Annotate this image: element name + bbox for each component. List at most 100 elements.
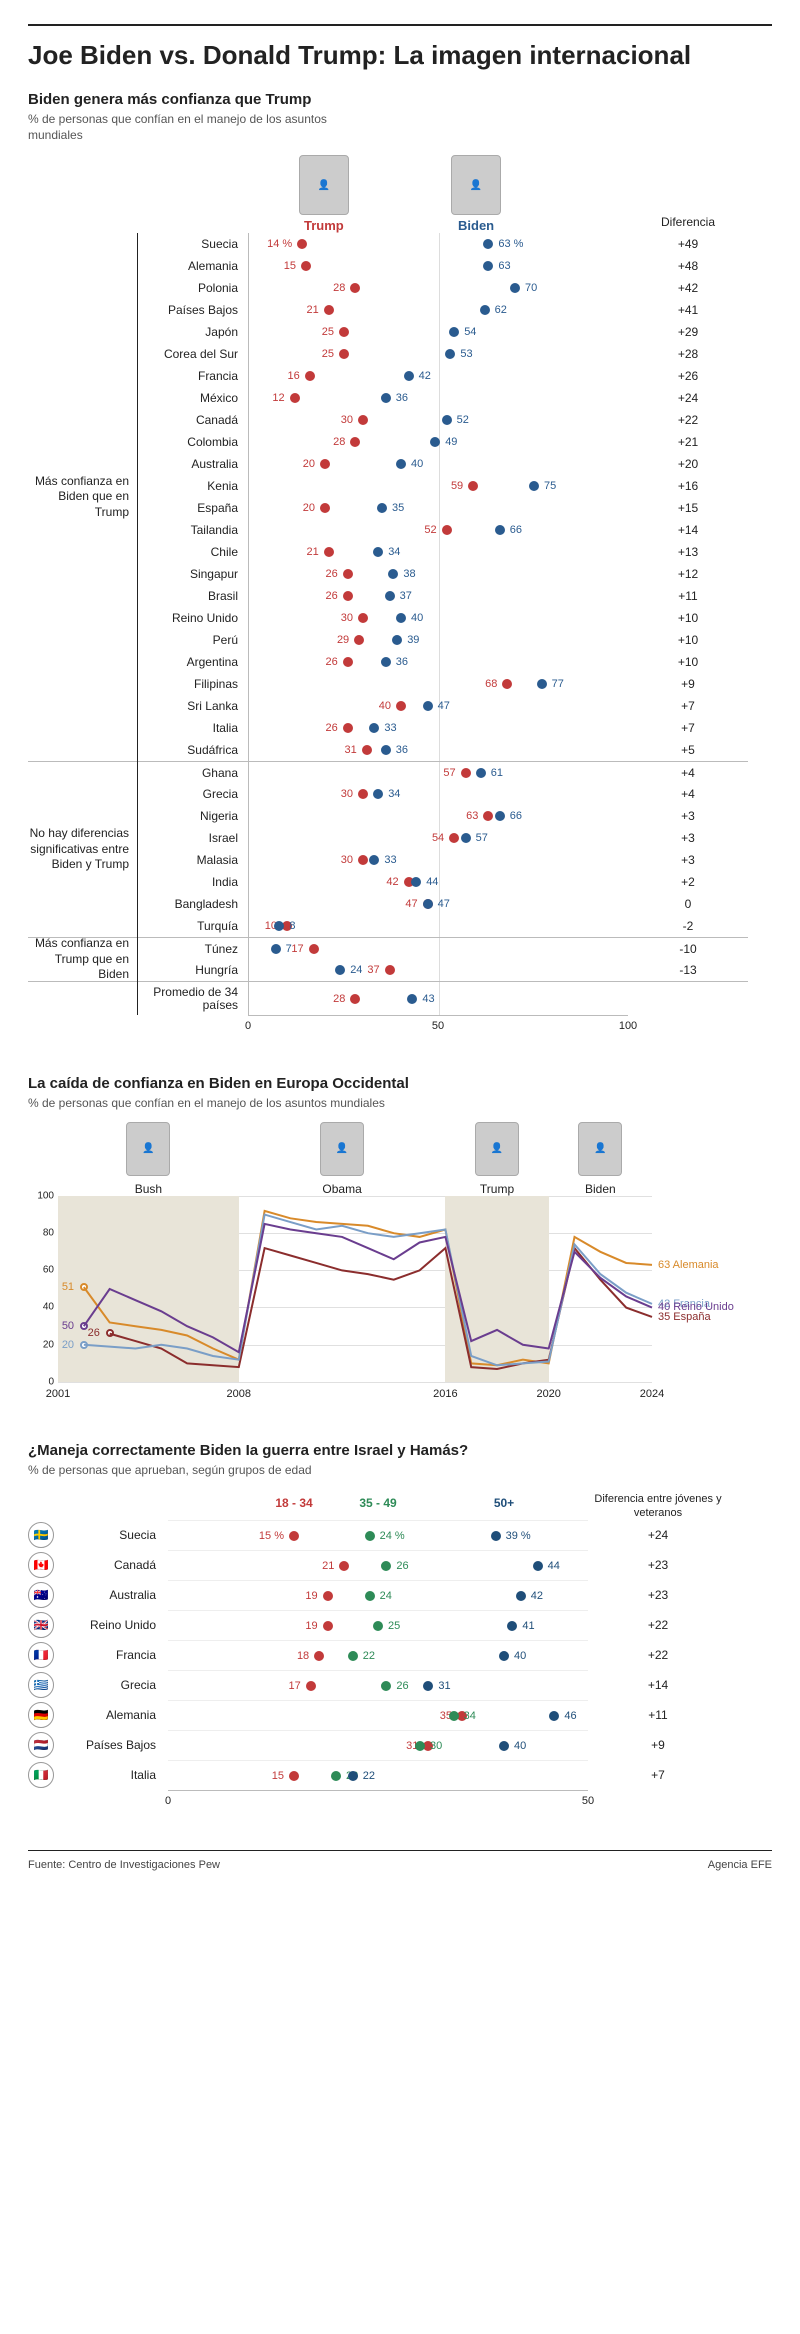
biden-value: 49: [445, 436, 457, 448]
dot-row: 1563: [249, 255, 628, 277]
diff-value: +3: [628, 849, 748, 871]
country-label: Reino Unido: [138, 607, 248, 629]
trump-value: 63: [466, 810, 478, 822]
diff-value: +7: [628, 695, 748, 717]
country-row: 🇸🇪Suecia15 %24 %39 %+24: [28, 1520, 772, 1550]
diff-value: +22: [628, 409, 748, 431]
trump-value: 52: [424, 524, 436, 536]
country-label: Suecia: [68, 1528, 168, 1542]
trump-value: 30: [341, 854, 353, 866]
age-mid-dot: [365, 1531, 375, 1541]
biden-value: 39: [407, 634, 419, 646]
trump-dot: [309, 944, 319, 954]
flag-icon: 🇬🇷: [28, 1672, 54, 1698]
dot-row: 3136: [249, 739, 628, 761]
country-row: 🇩🇪Alemania353446+11: [28, 1700, 772, 1730]
trump-value: 40: [379, 700, 391, 712]
age-young-value: 19: [305, 1620, 317, 1632]
diff-value: +49: [628, 233, 748, 255]
flag-icon: 🇬🇧: [28, 1612, 54, 1638]
age-mid-value: 22: [363, 1650, 375, 1662]
trump-value: 30: [341, 788, 353, 800]
series-line-france: [84, 1214, 652, 1365]
dot-row: 3052: [249, 409, 628, 431]
dot-row: 4747: [249, 893, 628, 915]
diff-value: +4: [628, 783, 748, 805]
age-old-dot: [533, 1561, 543, 1571]
country-label: Sudáfrica: [138, 739, 248, 761]
trump-value: 26: [326, 568, 338, 580]
country-label: Países Bajos: [68, 1738, 168, 1752]
diff-value: +23: [588, 1558, 728, 1572]
biden-dot: [423, 701, 433, 711]
biden-dot: [373, 547, 383, 557]
country-label: Italia: [138, 717, 248, 739]
country-label: Canadá: [68, 1558, 168, 1572]
biden-value: 36: [396, 392, 408, 404]
diff-value: +14: [628, 519, 748, 541]
biden-value: 8: [289, 920, 295, 932]
top-rule: [28, 24, 772, 26]
biden-dot: [271, 944, 281, 954]
diff-value: +22: [588, 1618, 728, 1632]
biden-value: 38: [403, 568, 415, 580]
trump-value: 25: [322, 326, 334, 338]
biden-dot: [449, 327, 459, 337]
trump-value: 31: [345, 744, 357, 756]
biden-dot: [385, 591, 395, 601]
chart3-title: ¿Maneja correctamente Biden Ia guerra en…: [28, 1442, 772, 1459]
flag-icon: 🇳🇱: [28, 1732, 54, 1758]
dot-row: 2040: [249, 453, 628, 475]
diff-value: +13: [628, 541, 748, 563]
age-group-label: 35 - 49: [359, 1496, 396, 1510]
biden-dot: [404, 371, 414, 381]
flag-icon: 🇮🇹: [28, 1762, 54, 1788]
age-young-dot: [289, 1771, 299, 1781]
diff-value: +16: [628, 475, 748, 497]
biden-value: 70: [525, 282, 537, 294]
biden-dot: [483, 239, 493, 249]
age-old-value: 31: [438, 1680, 450, 1692]
biden-value: 52: [457, 414, 469, 426]
biden-dot: [274, 921, 284, 931]
biden-value: 75: [544, 480, 556, 492]
country-label: Perú: [138, 629, 248, 651]
dot-row: 3040: [249, 607, 628, 629]
diff-value: +29: [628, 321, 748, 343]
diff-value: +11: [628, 585, 748, 607]
biden-dot: [407, 994, 417, 1004]
country-label: Promedio de 34 países: [138, 981, 248, 1015]
biden-dot: [445, 349, 455, 359]
age-mid-value: 25: [388, 1620, 400, 1632]
dot-row: 182240: [168, 1640, 588, 1670]
diff-value: +10: [628, 607, 748, 629]
x-tick: 0: [165, 1795, 171, 1807]
trump-value: 25: [322, 348, 334, 360]
age-group-label: 18 - 34: [275, 1496, 312, 1510]
trump-portrait: 👤: [299, 155, 349, 215]
country-row: 🇬🇷Grecia172631+14: [28, 1670, 772, 1700]
country-label: Malasia: [138, 849, 248, 871]
chart3-header-row: 18 - 3435 - 4950+ Diferencia entre jóven…: [28, 1490, 772, 1520]
diff-value: +24: [628, 387, 748, 409]
country-row: 🇬🇧Reino Unido192541+22: [28, 1610, 772, 1640]
country-label: Sri Lanka: [138, 695, 248, 717]
biden-dot: [430, 437, 440, 447]
trump-value: 21: [307, 304, 319, 316]
biden-value: 24: [350, 964, 362, 976]
biden-value: 7: [286, 943, 292, 955]
trump-dot: [385, 965, 395, 975]
dot-row: 192442: [168, 1580, 588, 1610]
biden-dot: [495, 811, 505, 821]
biden-value: 40: [411, 458, 423, 470]
age-mid-dot: [331, 1771, 341, 1781]
age-young-dot: [323, 1621, 333, 1631]
country-row: 🇨🇦Canadá212644+23: [28, 1550, 772, 1580]
age-young-value: 17: [289, 1680, 301, 1692]
diff-value: -13: [628, 959, 748, 981]
diff-value: +10: [628, 651, 748, 673]
dot-row: 5761: [249, 761, 628, 783]
dot-row: 2637: [249, 585, 628, 607]
biden-dot: [396, 459, 406, 469]
age-young-value: 18: [297, 1650, 309, 1662]
